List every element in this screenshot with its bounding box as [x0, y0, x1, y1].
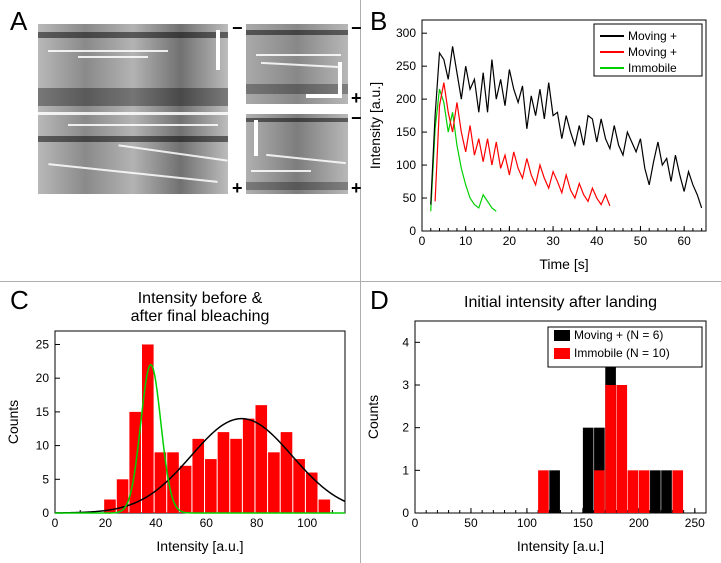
svg-text:0: 0 — [409, 224, 416, 238]
svg-text:Intensity [a.u.]: Intensity [a.u.] — [156, 538, 243, 554]
svg-text:80: 80 — [250, 516, 264, 530]
svg-text:Initial intensity after landin: Initial intensity after landing — [464, 294, 657, 311]
svg-text:60: 60 — [677, 234, 691, 248]
svg-text:300: 300 — [396, 26, 416, 40]
svg-text:1: 1 — [402, 463, 409, 477]
svg-text:4: 4 — [402, 335, 409, 349]
scalebar-h-tr — [306, 94, 342, 98]
svg-text:50: 50 — [403, 191, 417, 205]
svg-text:100: 100 — [517, 516, 537, 530]
svg-text:Counts: Counts — [365, 395, 381, 439]
svg-text:25: 25 — [36, 337, 50, 351]
svg-text:100: 100 — [297, 516, 317, 530]
panel-a-label: A — [10, 6, 27, 37]
chart-c: Intensity before &after final bleaching 0… — [0, 281, 360, 563]
svg-text:Moving +: Moving + — [628, 45, 677, 59]
svg-text:15: 15 — [36, 405, 50, 419]
svg-text:Intensity [a.u.]: Intensity [a.u.] — [367, 82, 383, 169]
svg-text:0: 0 — [52, 516, 59, 530]
svg-text:50: 50 — [464, 516, 478, 530]
scalebar-v-tr — [338, 62, 342, 98]
svg-text:10: 10 — [459, 234, 473, 248]
panel-c: C Intensity before &after final bleachin… — [0, 281, 360, 563]
svg-text:60: 60 — [200, 516, 214, 530]
panel-d: D Initial intensity after landing0501001… — [360, 281, 721, 563]
svg-text:0: 0 — [419, 234, 426, 248]
svg-text:Immobile: Immobile — [628, 61, 677, 75]
chart-b: 0 10 20 30 40 50 60 0 50 100 150 200 250 300 Time [s] I… — [360, 0, 721, 281]
svg-text:40: 40 — [590, 234, 604, 248]
kymograph-main — [38, 24, 228, 194]
svg-text:150: 150 — [573, 516, 593, 530]
svg-text:2: 2 — [402, 421, 409, 435]
scalebar-v-br — [254, 120, 258, 156]
svg-text:200: 200 — [396, 92, 416, 106]
svg-text:250: 250 — [685, 516, 705, 530]
kymograph-bottom-right — [246, 114, 348, 194]
svg-text:3: 3 — [402, 378, 409, 392]
legend-b: Moving + Moving + Immobile — [594, 24, 702, 76]
kymo-main-plus: + — [232, 178, 243, 199]
svg-text:20: 20 — [99, 516, 113, 530]
svg-text:20: 20 — [36, 371, 50, 385]
panel-b: B 0102030405060050100150200250300Time [s… — [360, 0, 721, 281]
svg-text:Immobile (N = 10): Immobile (N = 10) — [574, 346, 670, 360]
svg-text:Time [s]: Time [s] — [539, 256, 588, 272]
svg-text:30: 30 — [546, 234, 560, 248]
svg-text:10: 10 — [36, 439, 50, 453]
svg-text:0: 0 — [42, 506, 49, 520]
kymo-main-minus: − — [232, 18, 243, 39]
kymograph-top-right — [246, 24, 348, 104]
svg-text:50: 50 — [634, 234, 648, 248]
chart-d: Initial intensity after landing 0 50 100 150… — [360, 281, 721, 563]
svg-text:0: 0 — [412, 516, 419, 530]
svg-text:Intensity [a.u.]: Intensity [a.u.] — [517, 538, 604, 554]
panel-a: A − + − + — [0, 0, 360, 281]
svg-text:5: 5 — [42, 472, 49, 486]
svg-text:Counts: Counts — [5, 400, 21, 444]
svg-text:after final bleaching: after final bleaching — [131, 308, 270, 325]
svg-text:250: 250 — [396, 59, 416, 73]
svg-text:20: 20 — [503, 234, 517, 248]
svg-text:40: 40 — [149, 516, 163, 530]
svg-text:200: 200 — [629, 516, 649, 530]
scalebar-v-main — [216, 30, 220, 70]
svg-text:100: 100 — [396, 158, 416, 172]
svg-text:Moving +: Moving + — [628, 29, 677, 43]
svg-text:Intensity before &: Intensity before & — [138, 290, 263, 307]
legend-d: Moving + (N = 6) Immobile (N = 10) — [548, 327, 702, 367]
svg-text:Moving + (N = 6): Moving + (N = 6) — [574, 328, 663, 342]
svg-text:150: 150 — [396, 125, 416, 139]
svg-text:0: 0 — [402, 506, 409, 520]
